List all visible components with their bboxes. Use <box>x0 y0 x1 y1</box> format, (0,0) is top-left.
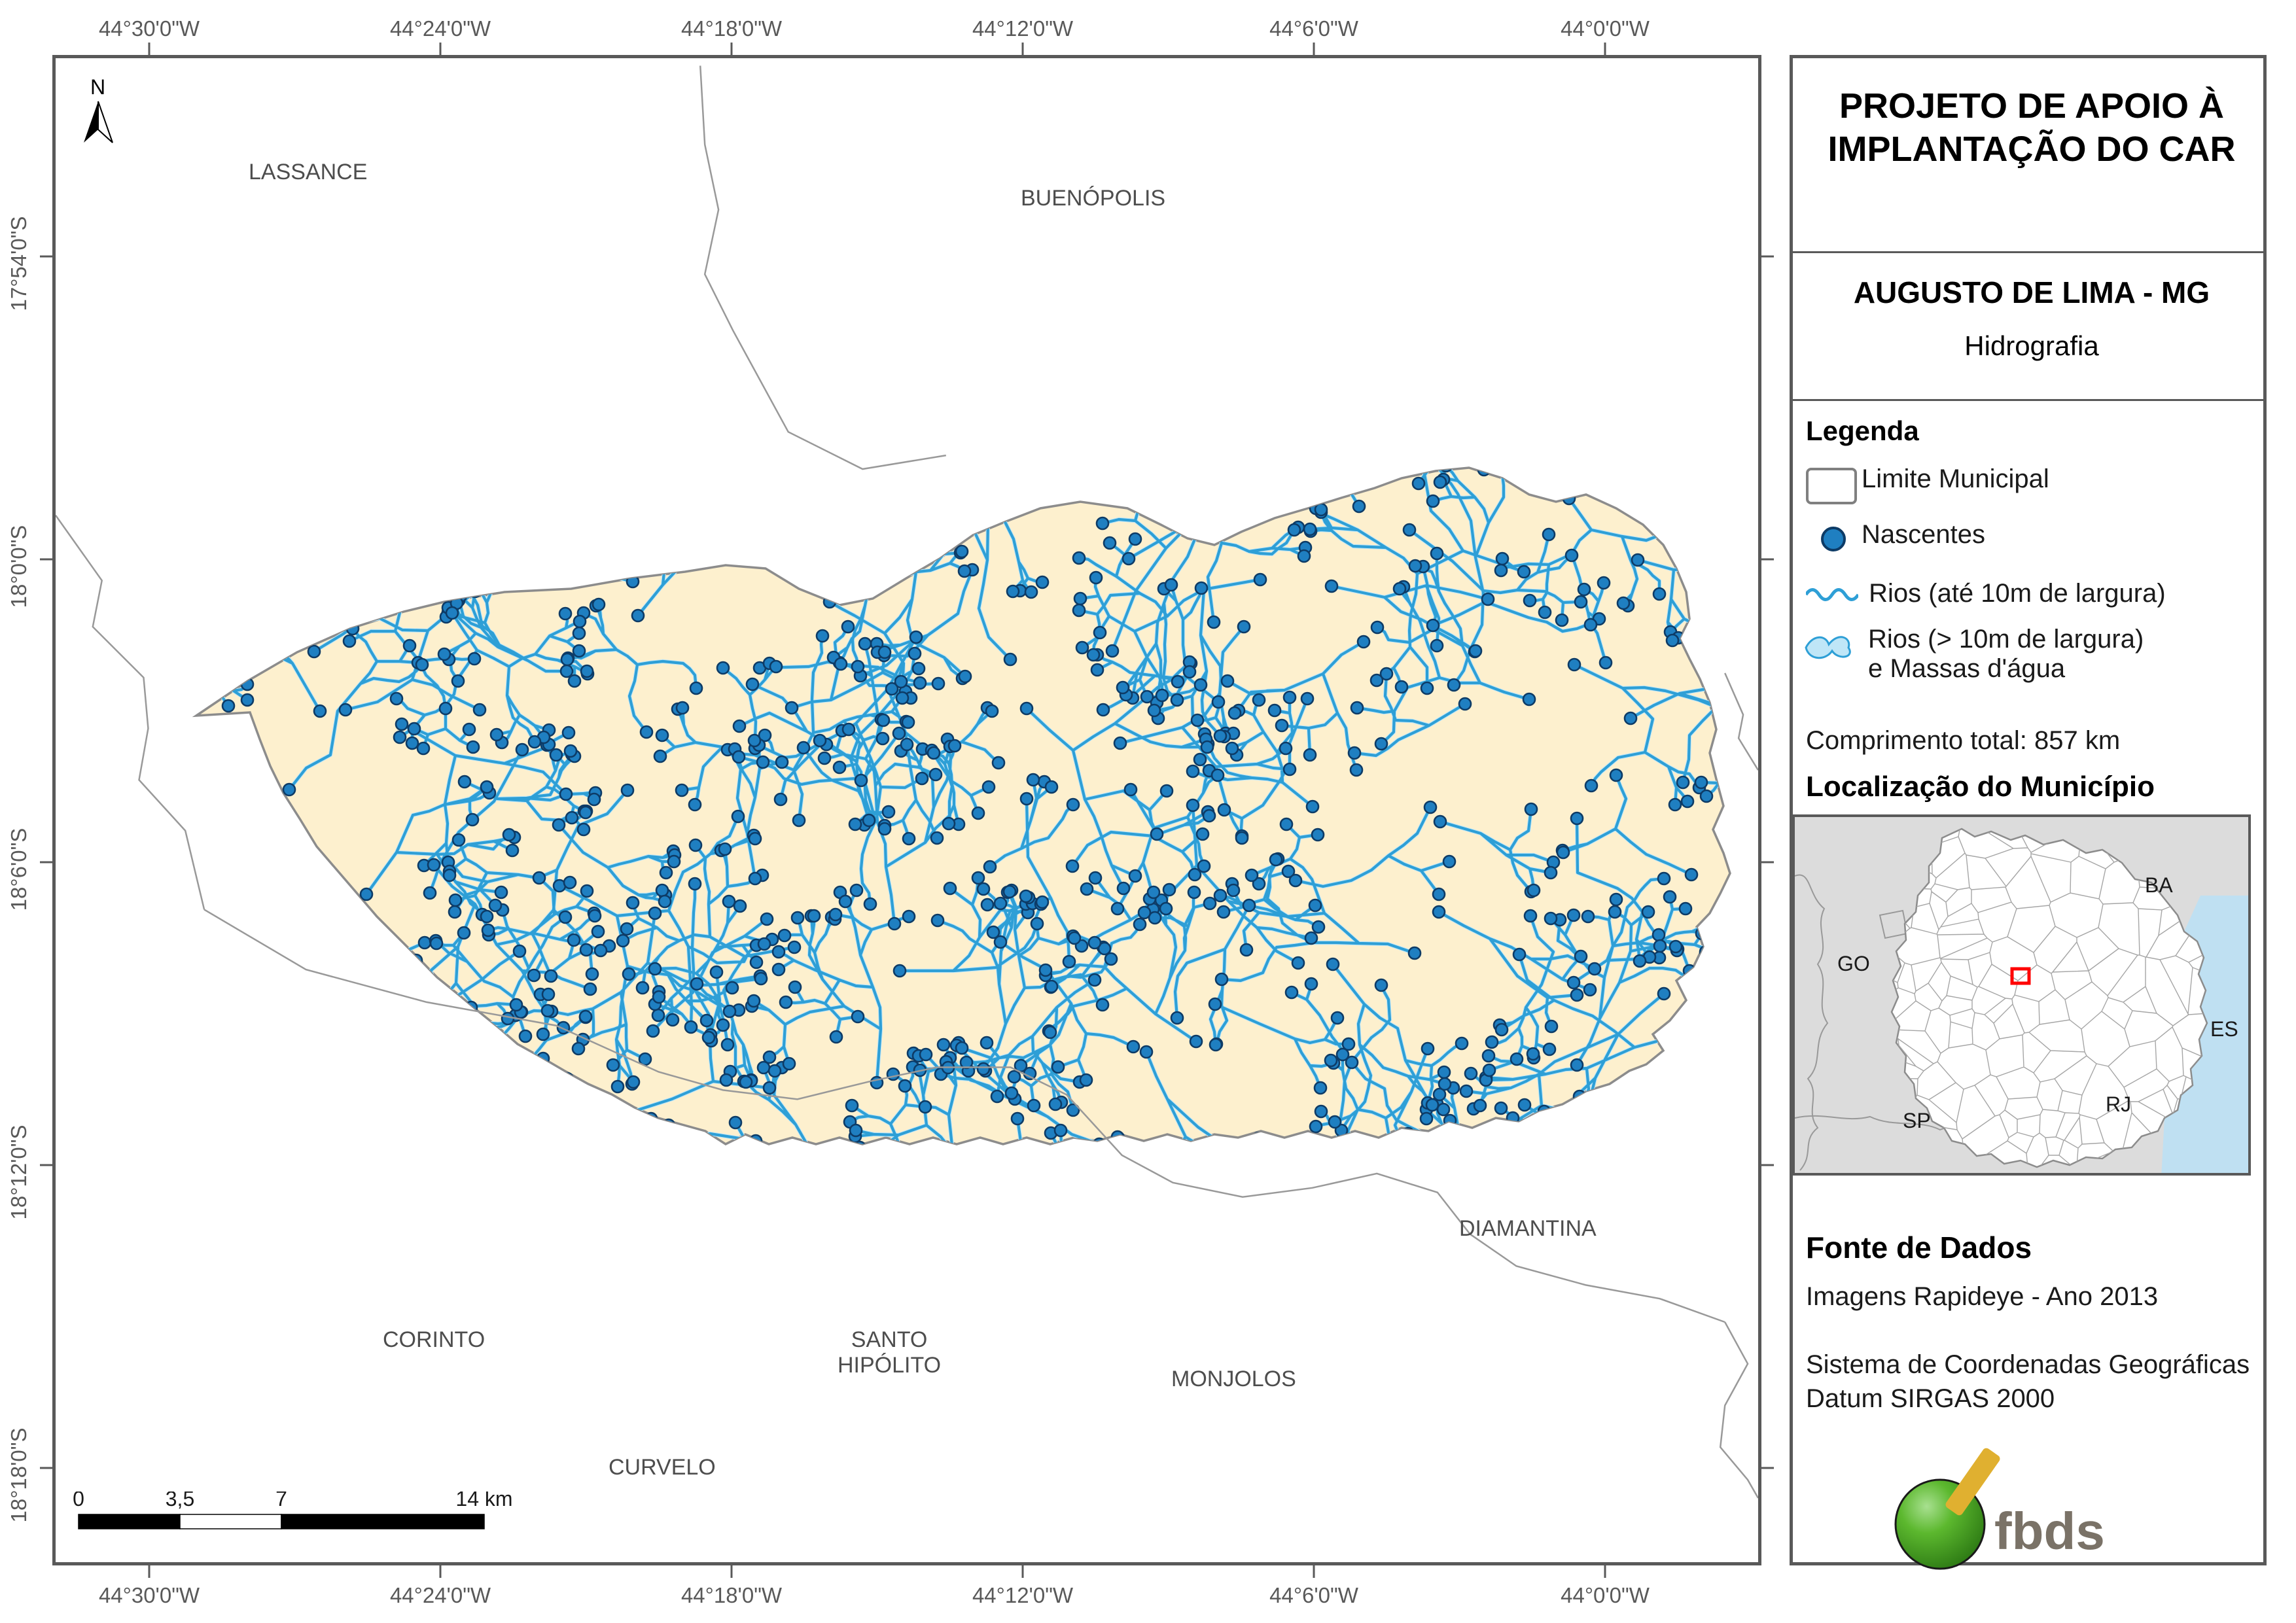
svg-text:44°12'0"W: 44°12'0"W <box>972 16 1074 41</box>
svg-text:44°0'0"W: 44°0'0"W <box>1561 1583 1650 1607</box>
svg-text:44°0'0"W: 44°0'0"W <box>1561 16 1650 41</box>
svg-text:18°0'0"S: 18°0'0"S <box>7 525 31 608</box>
svg-text:44°30'0"W: 44°30'0"W <box>99 16 200 41</box>
svg-text:44°6'0"W: 44°6'0"W <box>1269 16 1359 41</box>
svg-text:fbds: fbds <box>1994 1502 2105 1560</box>
svg-text:N: N <box>90 79 105 99</box>
svg-text:ES: ES <box>2210 1017 2238 1041</box>
svg-text:18°12'0"S: 18°12'0"S <box>7 1125 31 1220</box>
svg-text:GO: GO <box>1837 952 1870 975</box>
svg-text:17°54'0"S: 17°54'0"S <box>7 217 31 311</box>
svg-text:44°24'0"W: 44°24'0"W <box>390 1583 491 1607</box>
svg-text:SP: SP <box>1903 1109 1931 1132</box>
svg-text:7: 7 <box>275 1492 287 1510</box>
svg-text:0: 0 <box>73 1492 84 1510</box>
svg-text:44°18'0"W: 44°18'0"W <box>681 16 783 41</box>
svg-text:44°18'0"W: 44°18'0"W <box>681 1583 783 1607</box>
svg-text:RJ: RJ <box>2106 1092 2131 1116</box>
svg-text:18°6'0"S: 18°6'0"S <box>7 828 31 911</box>
svg-text:14 km: 14 km <box>455 1492 512 1510</box>
svg-text:44°6'0"W: 44°6'0"W <box>1269 1583 1359 1607</box>
svg-text:BA: BA <box>2145 873 2173 897</box>
svg-text:3,5: 3,5 <box>166 1492 194 1510</box>
svg-text:44°24'0"W: 44°24'0"W <box>390 16 491 41</box>
svg-text:18°18'0"S: 18°18'0"S <box>7 1428 31 1523</box>
svg-text:44°12'0"W: 44°12'0"W <box>972 1583 1074 1607</box>
svg-text:44°30'0"W: 44°30'0"W <box>99 1583 200 1607</box>
